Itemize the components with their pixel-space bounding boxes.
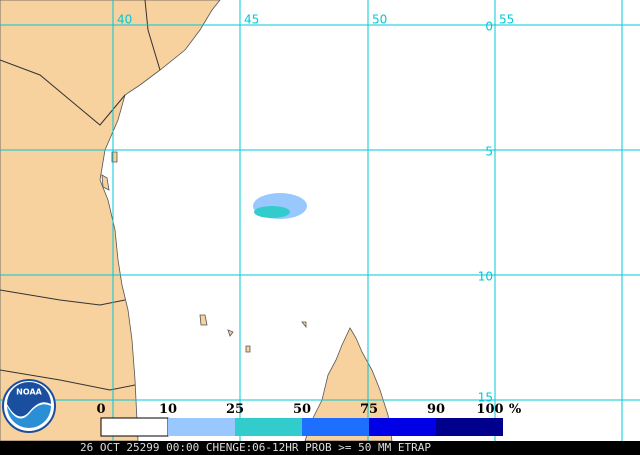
islands [101, 151, 307, 353]
country-border [144, 0, 161, 71]
legend-swatch [436, 418, 503, 436]
legend-swatch [100, 417, 169, 437]
legend-swatch [369, 418, 436, 436]
legend-label: 90 [427, 402, 445, 417]
legend: 0 10 25 50 75 90 100 % [96, 402, 522, 437]
country-border [0, 59, 126, 126]
footer-bar [0, 441, 640, 455]
longitude-label: 45 [244, 13, 259, 27]
legend-label: 10 [159, 402, 177, 417]
latitude-label: 15 [478, 391, 493, 405]
latitude-label: 0 [485, 20, 493, 34]
africa-land [0, 0, 221, 442]
legend-label: 75 [360, 402, 378, 417]
logo-sky [7, 382, 51, 417]
country-border [0, 369, 136, 391]
legend-label: 0 [96, 402, 105, 417]
footer-text: 26 OCT 25299 00:00 CHENGE:06-12HR PROB >… [80, 441, 431, 454]
legend-swatch [235, 418, 302, 436]
longitude-label: 50 [372, 13, 387, 27]
grid [0, 0, 640, 441]
longitude-label: 55 [499, 13, 514, 27]
logo-sea [7, 404, 51, 428]
latitude-label: 10 [478, 270, 493, 284]
noaa-logo: NOAA [2, 379, 56, 433]
longitude-label: 40 [117, 13, 132, 27]
legend-swatch [168, 418, 235, 436]
legend-label: 25 [226, 402, 244, 417]
logo-text: NOAA [16, 388, 42, 397]
legend-swatch [302, 418, 369, 436]
legend-unit: % [509, 402, 522, 417]
legend-label: 50 [293, 402, 311, 417]
probability-area-25 [254, 206, 290, 218]
latitude-label: 5 [485, 145, 493, 159]
legend-label: 100 [476, 402, 503, 417]
